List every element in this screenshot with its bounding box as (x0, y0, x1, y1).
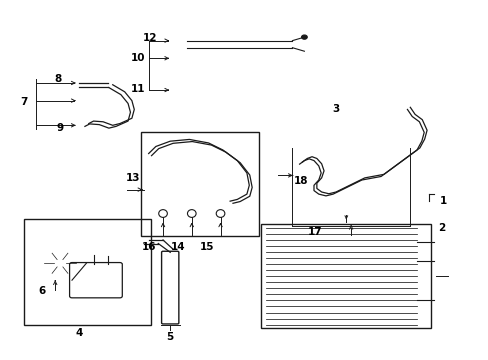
Text: 11: 11 (131, 84, 145, 94)
Text: 5: 5 (166, 332, 174, 342)
Bar (261, 224, 430, 328)
Text: 13: 13 (125, 173, 140, 183)
Text: 9: 9 (56, 123, 63, 133)
Bar (24, 219, 151, 325)
Bar (141, 132, 258, 237)
Text: 6: 6 (38, 286, 45, 296)
Text: 12: 12 (142, 33, 157, 43)
Text: 4: 4 (75, 328, 82, 338)
Text: 17: 17 (307, 227, 322, 237)
Text: 10: 10 (131, 53, 145, 63)
Text: 7: 7 (20, 98, 28, 107)
Text: 16: 16 (141, 242, 156, 252)
Text: 18: 18 (293, 176, 307, 186)
Text: 8: 8 (54, 75, 61, 85)
Text: 3: 3 (331, 104, 339, 114)
Text: 14: 14 (171, 242, 185, 252)
Text: 15: 15 (200, 242, 214, 252)
Text: 2: 2 (437, 222, 445, 233)
Circle shape (301, 35, 306, 39)
Text: 1: 1 (439, 196, 446, 206)
